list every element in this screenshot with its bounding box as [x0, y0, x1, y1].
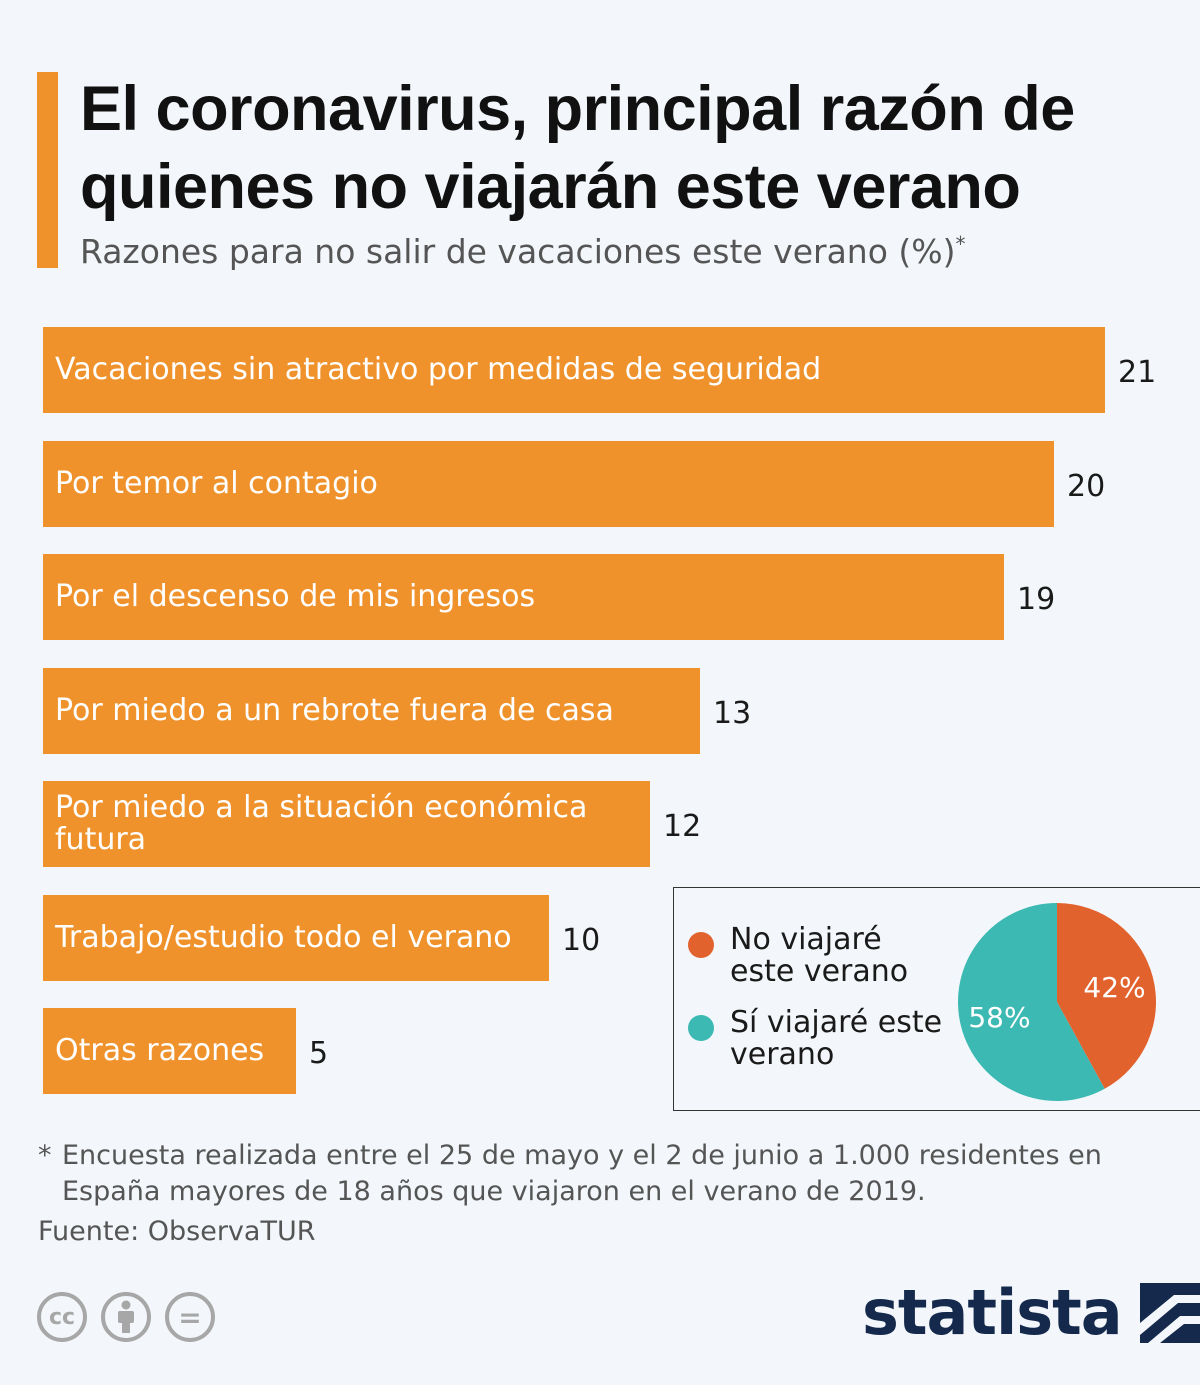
bar-label-1: Por temor al contagio — [55, 466, 378, 501]
pie-slice-1 — [958, 903, 1105, 1101]
bar-4: Por miedo a la situación económica futur… — [43, 781, 650, 867]
source: Fuente: ObservaTUR — [38, 1216, 316, 1247]
bar-3: Por miedo a un rebrote fuera de casa — [43, 668, 700, 754]
footnote-mark: * — [38, 1140, 52, 1171]
legend-item-yes: Sí viajaré este verano — [688, 1007, 950, 1071]
bar-0: Vacaciones sin atractivo por medidas de … — [43, 327, 1105, 413]
no-derivatives-icon[interactable]: = — [165, 1292, 215, 1342]
bar-value-0: 21 — [1118, 355, 1157, 390]
bar-value-2: 19 — [1017, 582, 1056, 617]
bar-value-1: 20 — [1067, 469, 1106, 504]
pie-slice-0 — [1057, 903, 1156, 1089]
bar-value-4: 12 — [663, 809, 702, 844]
footnote: * Encuesta realizada entre el 25 de mayo… — [38, 1138, 1158, 1210]
bar-label-0: Vacaciones sin atractivo por medidas de … — [55, 352, 822, 387]
subtitle-footnote-mark: * — [955, 232, 966, 256]
bar-value-3: 13 — [713, 696, 752, 731]
legend-dot-yes — [688, 1015, 714, 1041]
creative-commons-icon[interactable]: cc — [37, 1292, 87, 1342]
accent-bar — [37, 72, 58, 268]
pie-panel: No viajaré este verano Sí viajaré este v… — [673, 887, 1200, 1111]
bar-6: Otras razones — [43, 1008, 296, 1094]
subtitle-text: Razones para no salir de vacaciones este… — [80, 232, 956, 271]
chart-title: El coronavirus, principal razón de quien… — [80, 74, 1075, 222]
bar-1: Por temor al contagio — [43, 441, 1054, 527]
legend-item-no: No viajaré este verano — [688, 924, 950, 988]
license-icons[interactable]: cc = — [37, 1292, 215, 1342]
bar-value-5: 10 — [562, 923, 601, 958]
bar-value-6: 5 — [309, 1036, 329, 1071]
bar-label-4: Por miedo a la situación económica futur… — [55, 790, 588, 857]
pie-label-1: 58% — [968, 1001, 1030, 1034]
chart-subtitle: Razones para no salir de vacaciones este… — [80, 232, 966, 271]
attribution-icon[interactable] — [101, 1292, 151, 1342]
bar-label-5: Trabajo/estudio todo el verano — [55, 920, 512, 955]
bar-5: Trabajo/estudio todo el verano — [43, 895, 549, 981]
bar-label-6: Otras razones — [55, 1033, 265, 1068]
bar-label-3: Por miedo a un rebrote fuera de casa — [55, 693, 614, 728]
statista-mark-icon — [1139, 1283, 1200, 1343]
footnote-text: Encuesta realizada entre el 25 de mayo y… — [62, 1140, 1102, 1207]
pie-chart: 42% 58% — [958, 903, 1156, 1101]
bar-2: Por el descenso de mis ingresos — [43, 554, 1004, 640]
pie-label-0: 42% — [1083, 971, 1145, 1004]
legend-label-no: No viajaré este verano — [730, 922, 909, 989]
bar-label-2: Por el descenso de mis ingresos — [55, 579, 536, 614]
statista-logo[interactable]: statista — [862, 1278, 1200, 1348]
legend-label-yes: Sí viajaré este verano — [730, 1005, 943, 1072]
brand-name: statista — [862, 1276, 1123, 1349]
legend-dot-no — [688, 932, 714, 958]
